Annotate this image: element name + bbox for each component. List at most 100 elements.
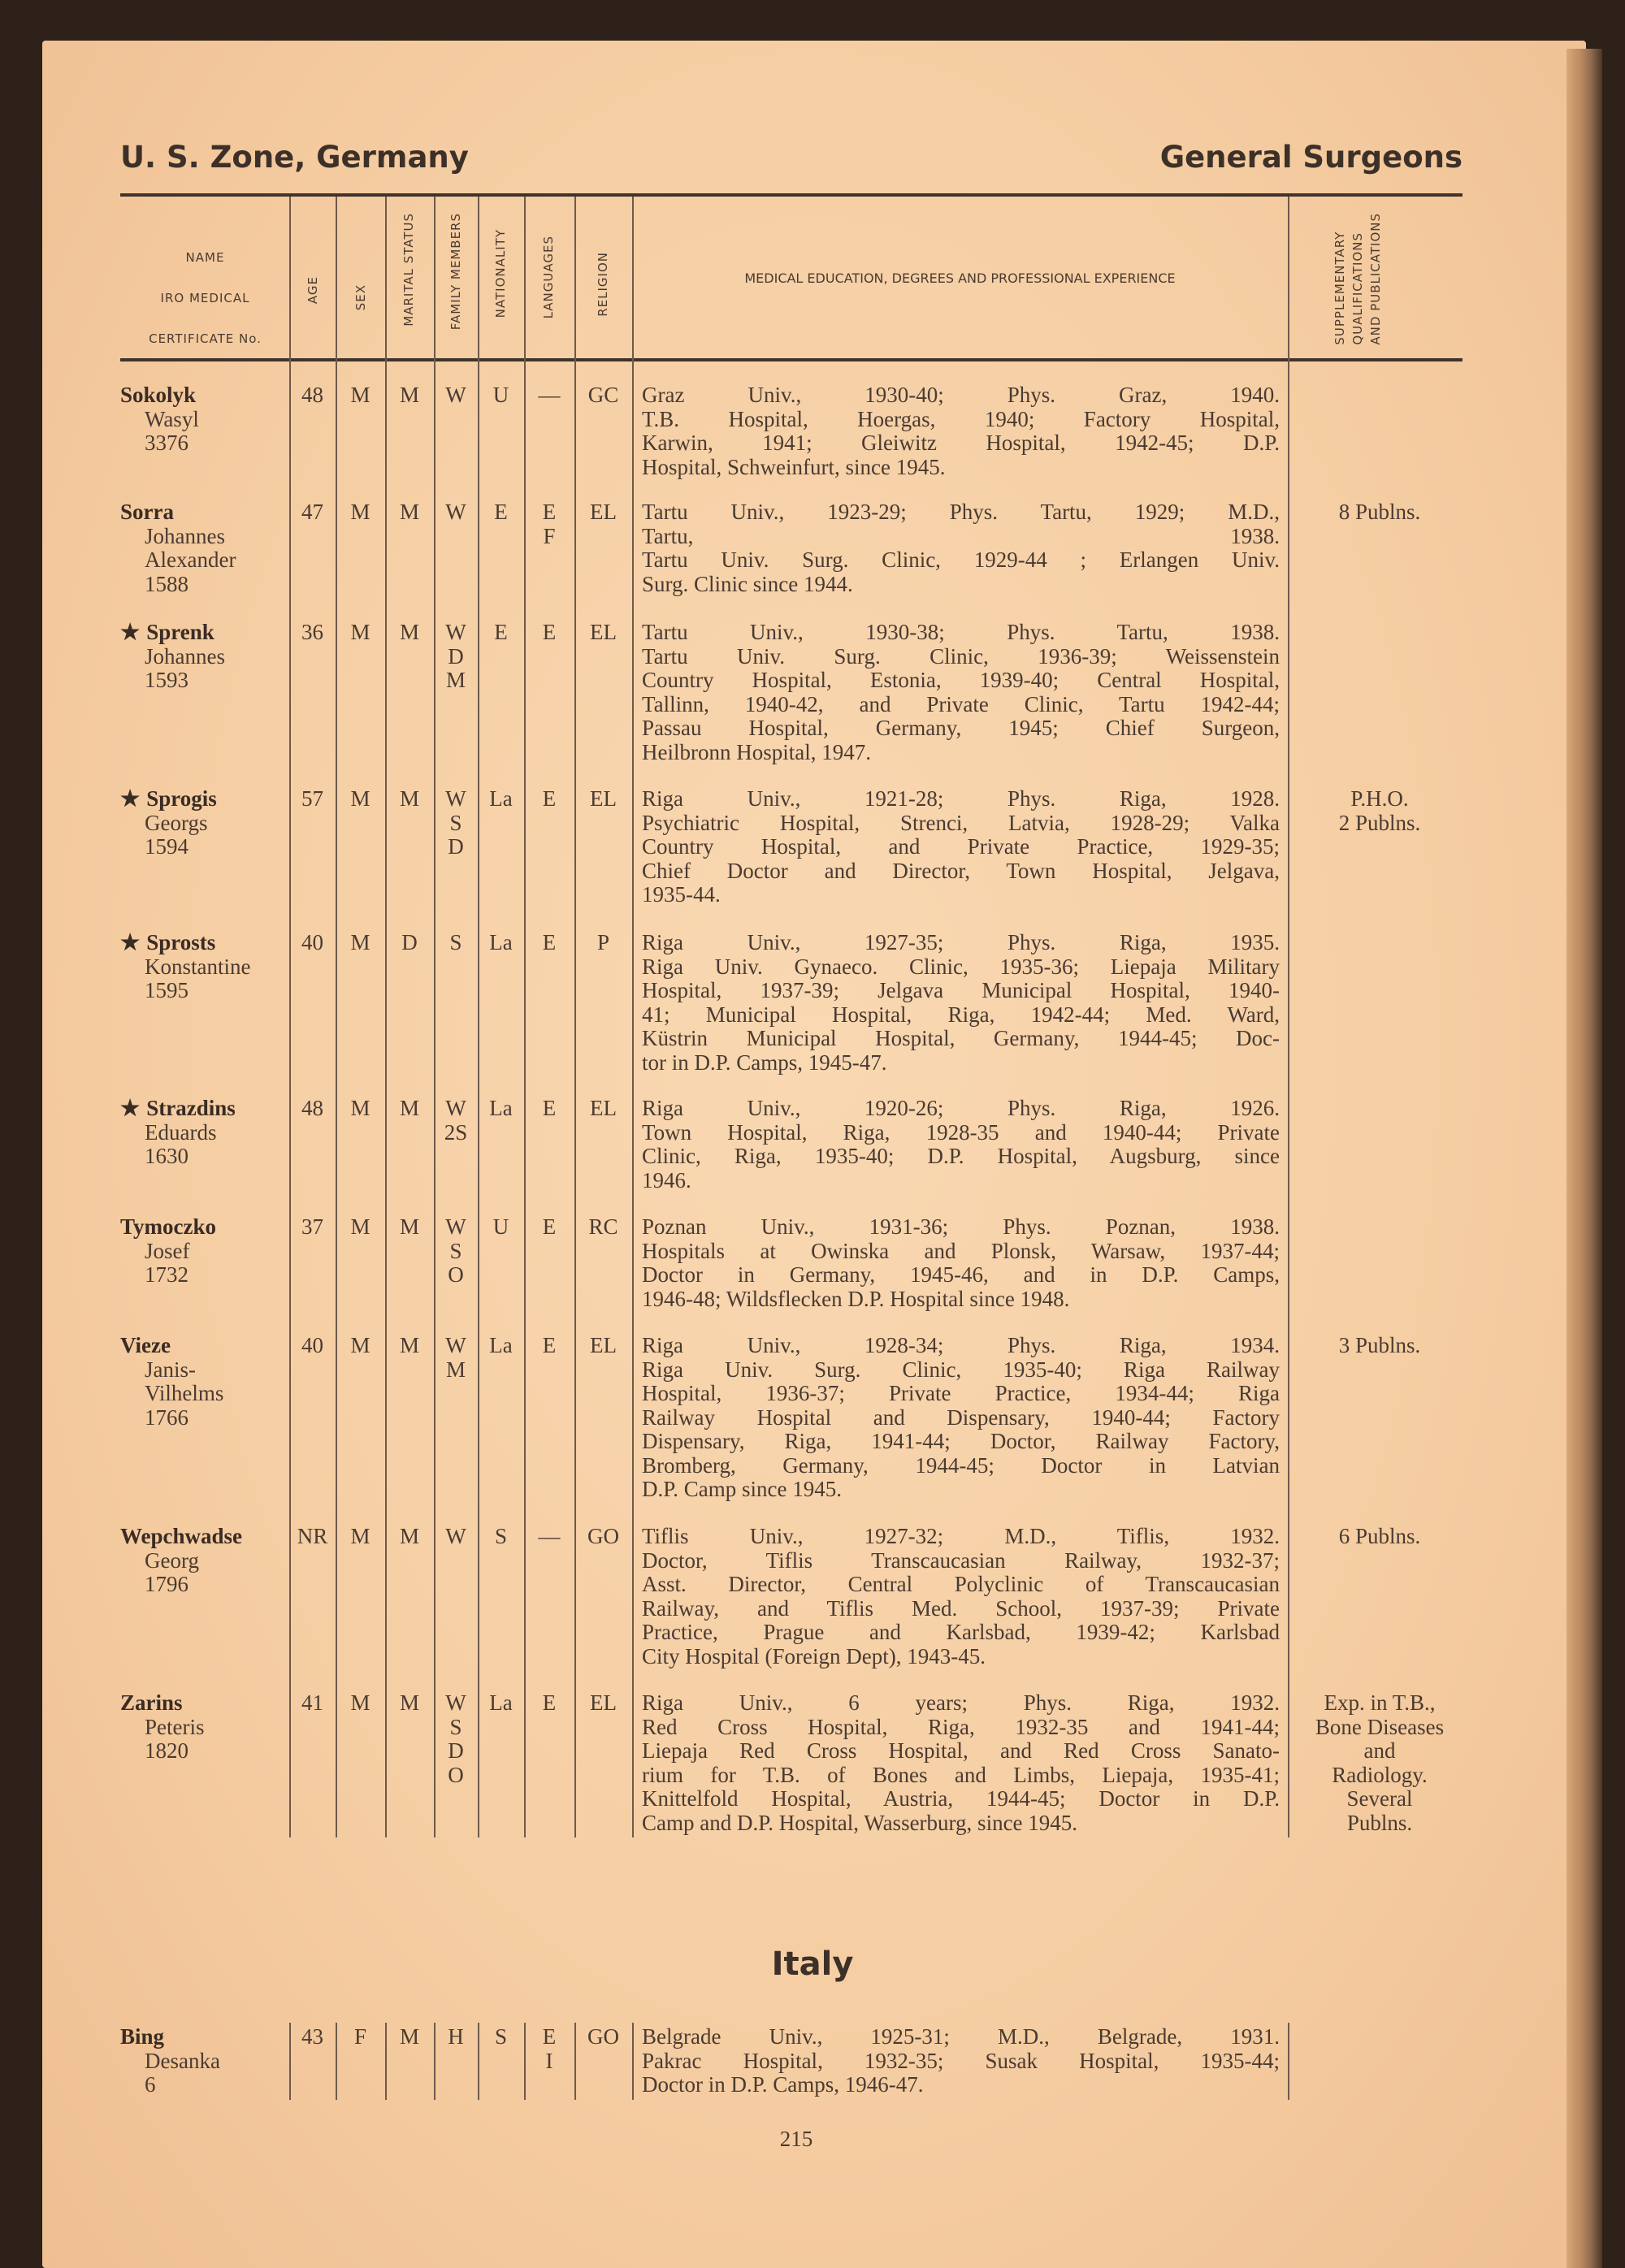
family-value: O [448,1762,464,1787]
given-name: Alexander [145,548,236,572]
page-edge [1566,49,1602,2268]
education-line: Tartu, 1938. [642,523,1280,548]
education-line: Chief Doctor and Director, Town Hospital… [642,858,1280,883]
supplementary-line: 8 Publns. [1338,500,1421,524]
nationality-cell: La [489,930,513,954]
religion-cell: EL [590,1690,617,1715]
name-cell: Vieze Janis- Vilhelms 1766 [120,1333,289,1430]
family-value: D [448,1738,464,1763]
running-header-left: U. S. Zone, Germany [120,140,469,175]
education-line: Riga Univ. Surg. Clinic, 1935-40; Riga R… [642,1357,1280,1382]
column-header-religion: RELIGION [596,252,610,317]
education-line: Hospital, 1937-39; Jelgava Municipal Hos… [642,978,1280,1002]
table-header-rule [120,358,1462,361]
certificate-number: 1593 [145,668,188,692]
sex-cell: M [350,1690,370,1715]
education-line: Railway, and Tiflis Med. School, 1937-39… [642,1595,1280,1621]
education-cell: Tiflis Univ., 1927-32; M.D., Tiflis, 193… [642,1524,1280,1669]
education-line: Riga Univ., 1920-26; Phys. Riga, 1926. [642,1096,1280,1120]
supplementary-cell: 3 Publns. [1298,1333,1461,1358]
column-divider [574,2023,576,2100]
nationality-cell: S [494,1524,508,1548]
supplementary-line: P.H.O. [1350,786,1409,811]
surname-text: Sokolyk [120,383,197,407]
education-line: Asst. Director, Central Polyclinic of Tr… [642,1572,1280,1596]
supplementary-cell: P.H.O. 2 Publns. [1298,786,1461,835]
column-divider [434,2023,436,2100]
name-cell: Tymoczko Josef 1732 [120,1214,289,1288]
education-line: Hospitals at Owinska and Plonsk, Warsaw,… [642,1238,1280,1263]
surname: ★ Sprenk [120,620,289,645]
education-line: Riga Univ., 1927-35; Phys. Riga, 1935. [642,930,1280,954]
age-cell: 40 [301,1333,323,1357]
family-value: M [445,1357,466,1382]
languages-value: E [542,500,557,524]
family-cell: W [434,500,478,525]
languages-value: E [542,1096,557,1120]
education-line: Passau Hospital, Germany, 1945; Chief Su… [642,716,1280,740]
surname: Vieze [120,1333,289,1358]
age-cell: 48 [301,1096,323,1120]
religion-cell: RC [588,1214,618,1239]
age-cell: 41 [301,1690,323,1715]
religion-cell: GC [587,383,619,407]
sex-cell: M [350,930,370,954]
religion-cell: EL [590,1333,617,1357]
family-value: M [445,668,466,692]
marital-cell: M [399,1096,419,1120]
education-line: Practice, Prague and Karlsbad, 1939-42; … [642,1620,1280,1644]
education-line: Psychiatric Hospital, Strenci, Latvia, 1… [642,810,1280,835]
family-value: W [445,786,466,811]
certificate-number: 1594 [145,834,188,859]
given-name: Johannes [145,523,225,548]
marital-cell: M [399,1690,419,1715]
family-value: S [449,930,462,954]
column-header-family: FAMILY MEMBERS [448,213,463,331]
surname: ★ Strazdins [120,1096,289,1121]
languages-cell: E [524,1096,574,1121]
education-line: Clinic, Riga, 1935-40; D.P. Hospital, Au… [642,1144,1280,1168]
family-value: W [445,500,466,524]
column-divider [574,197,576,1837]
column-header-name: NAME IRO MEDICAL CERTIFICATE No. [122,237,288,359]
family-value: W [445,383,466,407]
marital-cell: M [399,500,419,524]
family-cell: W [434,383,478,408]
supplementary-line: Bone Diseases [1315,1714,1445,1739]
education-line: Surg. Clinic since 1944. [642,571,853,596]
education-line: rium for T.B. of Bones and Limbs, Liepaj… [642,1762,1280,1787]
education-line: 1935-44. [642,882,721,907]
family-value: D [448,643,464,669]
column-divider [1288,197,1289,1837]
family-value: 2S [444,1119,468,1145]
family-value: S [449,810,462,835]
supplementary-line: Publns. [1346,1810,1413,1835]
education-line: Red Cross Hospital, Riga, 1932-35 and 19… [642,1714,1280,1739]
surname-text: Strazdins [146,1096,236,1120]
name-cell: Sokolyk Wasyl 3376 [120,383,289,456]
religion-cell: EL [590,620,617,644]
education-line: Karwin, 1941; Gleiwitz Hospital, 1942-45… [642,431,1280,455]
column-header-marital: MARITAL STATUS [401,213,416,327]
languages-value: E [542,1333,557,1357]
certificate-number: 3376 [145,431,188,455]
given-name: Desanka [145,2048,220,2073]
family-value: W [445,1333,466,1357]
languages-cell: E [524,1214,574,1240]
education-cell: Riga Univ., 1921-28; Phys. Riga, 1928. Ps… [642,786,1280,907]
sex-cell: M [350,1096,370,1120]
column-divider [336,197,337,1837]
star-icon: ★ [120,930,141,954]
sex-cell: M [350,620,370,644]
supplementary-cell: Exp. in T.B., Bone Diseases and Radiology. S… [1298,1690,1461,1835]
education-line: Liepaja Red Cross Hospital, and Red Cros… [642,1738,1280,1763]
languages-value: E [542,786,557,811]
languages-cell: E [524,930,574,955]
education-line: Tartu Univ. Surg. Clinic, 1936-39; Weiss… [642,643,1280,669]
languages-value: E [542,1214,557,1239]
marital-cell: M [399,1333,419,1357]
surname: Sorra [120,500,289,525]
religion-cell: EL [590,786,617,811]
